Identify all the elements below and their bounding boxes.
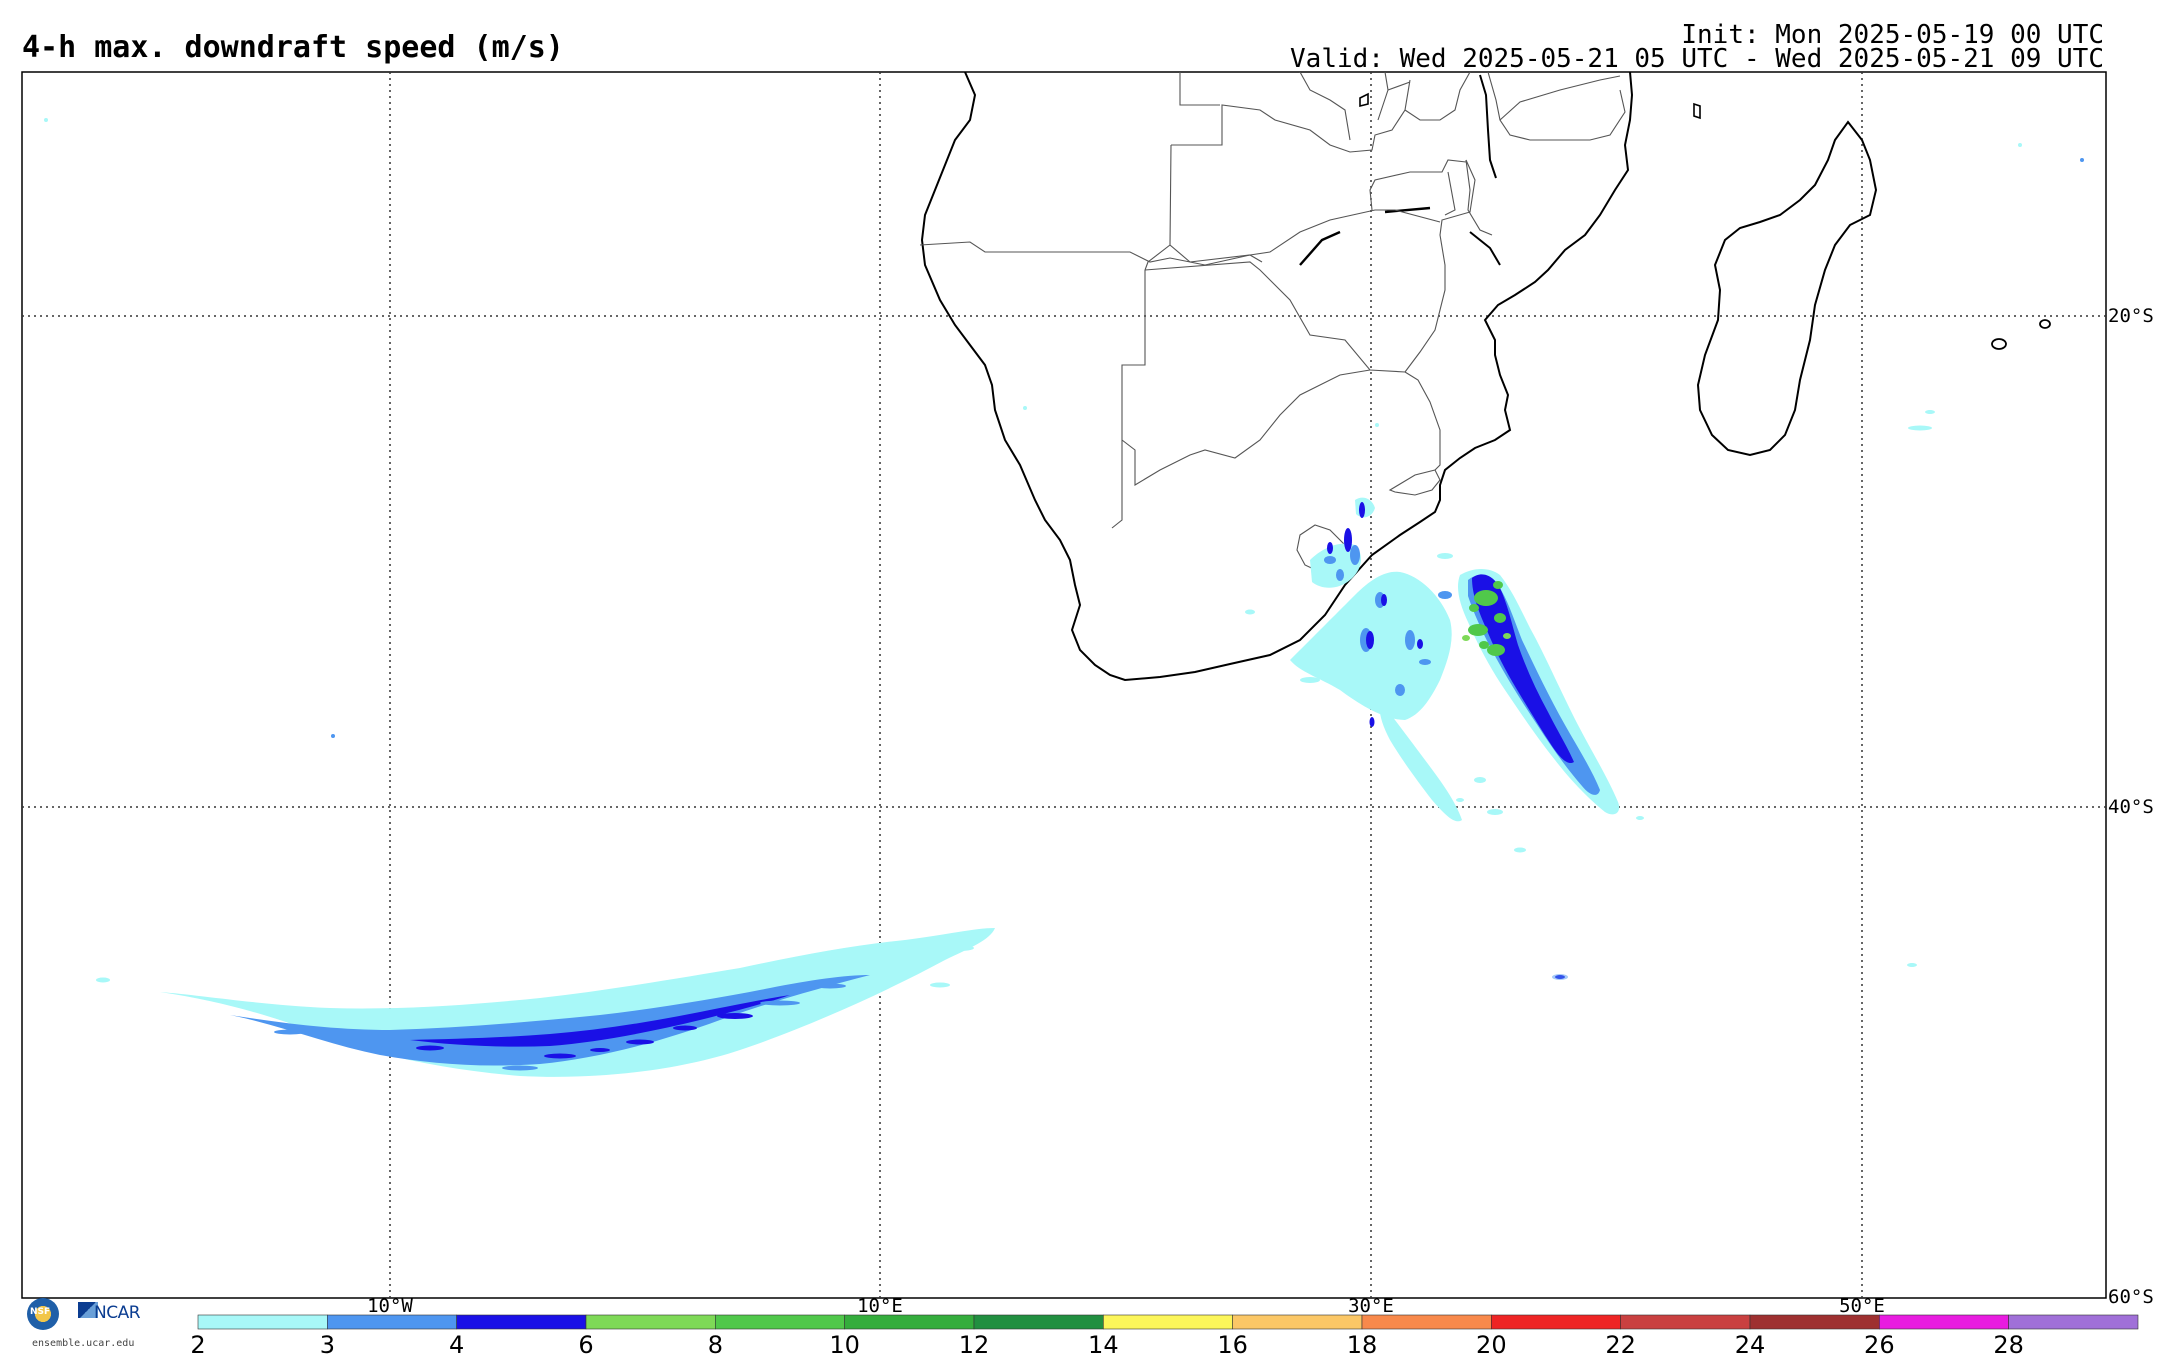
cluster-contour-8 [1468,581,1506,656]
lake-cahora-bassa [1384,206,1431,214]
island-mauritius [2039,319,2051,329]
ncar-logo-icon [78,1302,98,1318]
river-zambezi-delta [1469,231,1501,266]
island-reunion [1991,338,2007,350]
south-africa-downdraft-cells [1023,406,1644,853]
colorbar-swatch [197,1314,328,1330]
colorbar-tick-label: 22 [1605,1331,1636,1354]
colorbar-tick-label: 28 [1993,1331,2024,1354]
colorbar-swatch [1749,1314,1880,1330]
lon-label-30e: 30°E [1348,1295,1394,1317]
isolated-cells [44,118,2084,980]
lake-malawi [1479,74,1497,179]
colorbar-tick-label: 14 [1088,1331,1119,1354]
colorbar-swatch [1361,1314,1492,1330]
lat-label-40s: 40°S [2108,796,2154,818]
madagascar-outline [1696,120,1878,457]
colorbar-swatch [1620,1314,1751,1330]
lat-label-60s: 60°S [2108,1286,2154,1308]
colorbar-swatch [973,1314,1104,1330]
colorbar: 2 3 4 6 8 10 12 14 16 18 20 22 24 26 28 [190,1314,2139,1354]
map-frame [21,71,2107,1299]
colorbar-swatch [327,1314,457,1330]
lon-label-10e: 10°E [857,1295,903,1317]
lat-label-20s: 20°S [2108,305,2154,327]
colorbar-tick-label: 18 [1347,1331,1378,1354]
colorbar-tick-label: 3 [320,1331,335,1354]
colorbar-swatch [456,1314,587,1330]
national-borders [919,72,1626,573]
colorbar-tick-label: 12 [959,1331,990,1354]
colorbar-tick-label: 24 [1735,1331,1766,1354]
colorbar-tick-label: 10 [829,1331,860,1354]
ncar-logo-text: NCAR [94,1303,141,1323]
colorbar-swatch [715,1314,845,1330]
colorbar-tick-label: 2 [190,1331,205,1354]
valid-time: Valid: Wed 2025-05-21 05 UTC - Wed 2025-… [1290,44,2104,74]
island-comoros [1693,102,1701,120]
atlantic-downdraft-band [96,928,995,1077]
colorbar-swatch [1879,1314,2009,1330]
band-contour-4 [410,995,790,1047]
lon-label-50e: 50°E [1839,1295,1885,1317]
nsf-logo [27,1298,59,1330]
colorbar-tick-label: 6 [578,1331,593,1354]
colorbar-tick-label: 20 [1476,1331,1507,1354]
agulhas-downdraft-cluster [1457,568,1620,815]
colorbar-tick-label: 8 [708,1331,723,1354]
colorbar-swatch [1491,1314,1621,1330]
colorbar-swatch [1103,1314,1233,1330]
nsf-logo-text: NSF [30,1307,51,1317]
colorbar-tick-label: 16 [1217,1331,1248,1354]
lake-kariba [1299,230,1341,266]
colorbar-swatch [844,1314,975,1330]
credits-logos: NSF NCAR ensemble.ucar.edu [22,1296,162,1354]
colorbar-swatch [2008,1314,2139,1330]
band-contour-3 [230,975,870,1066]
colorbar-tick-label: 26 [1864,1331,1895,1354]
colorbar-swatch [1232,1314,1363,1330]
lake-small [1359,92,1369,108]
colorbar-swatch [585,1314,716,1330]
map-title: 4-h max. downdraft speed (m/s) [22,30,564,65]
init-time: Init: Mon 2025-05-19 00 UTC [1681,20,2104,50]
africa-coastline [920,72,1634,682]
lon-label-10w: 10°W [367,1295,413,1317]
colorbar-tick-label: 4 [449,1331,464,1354]
site-url: ensemble.ucar.edu [32,1338,135,1349]
